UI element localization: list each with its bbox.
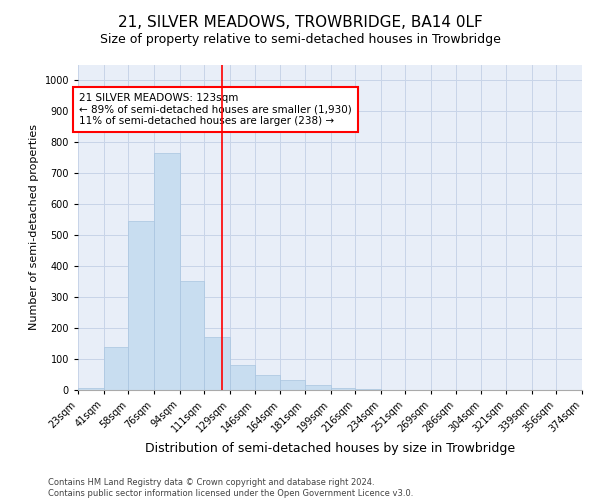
Text: Size of property relative to semi-detached houses in Trowbridge: Size of property relative to semi-detach…: [100, 32, 500, 46]
Bar: [254, 375, 280, 390]
Bar: [355, 389, 381, 390]
Bar: [280, 380, 305, 390]
X-axis label: Distribution of semi-detached houses by size in Trowbridge: Distribution of semi-detached houses by …: [145, 442, 515, 456]
Text: Contains HM Land Registry data © Crown copyright and database right 2024.
Contai: Contains HM Land Registry data © Crown c…: [48, 478, 413, 498]
Text: 21, SILVER MEADOWS, TROWBRIDGE, BA14 0LF: 21, SILVER MEADOWS, TROWBRIDGE, BA14 0LF: [118, 15, 482, 30]
Bar: [205, 338, 230, 390]
Y-axis label: Number of semi-detached properties: Number of semi-detached properties: [29, 124, 39, 330]
Bar: [154, 153, 180, 390]
Bar: [331, 388, 355, 390]
Bar: [128, 222, 154, 390]
Text: 21 SILVER MEADOWS: 123sqm
← 89% of semi-detached houses are smaller (1,930)
11% : 21 SILVER MEADOWS: 123sqm ← 89% of semi-…: [79, 93, 352, 126]
Bar: [104, 346, 128, 390]
Bar: [230, 365, 254, 390]
Bar: [305, 386, 331, 390]
Bar: [78, 388, 104, 390]
Bar: [180, 280, 205, 390]
